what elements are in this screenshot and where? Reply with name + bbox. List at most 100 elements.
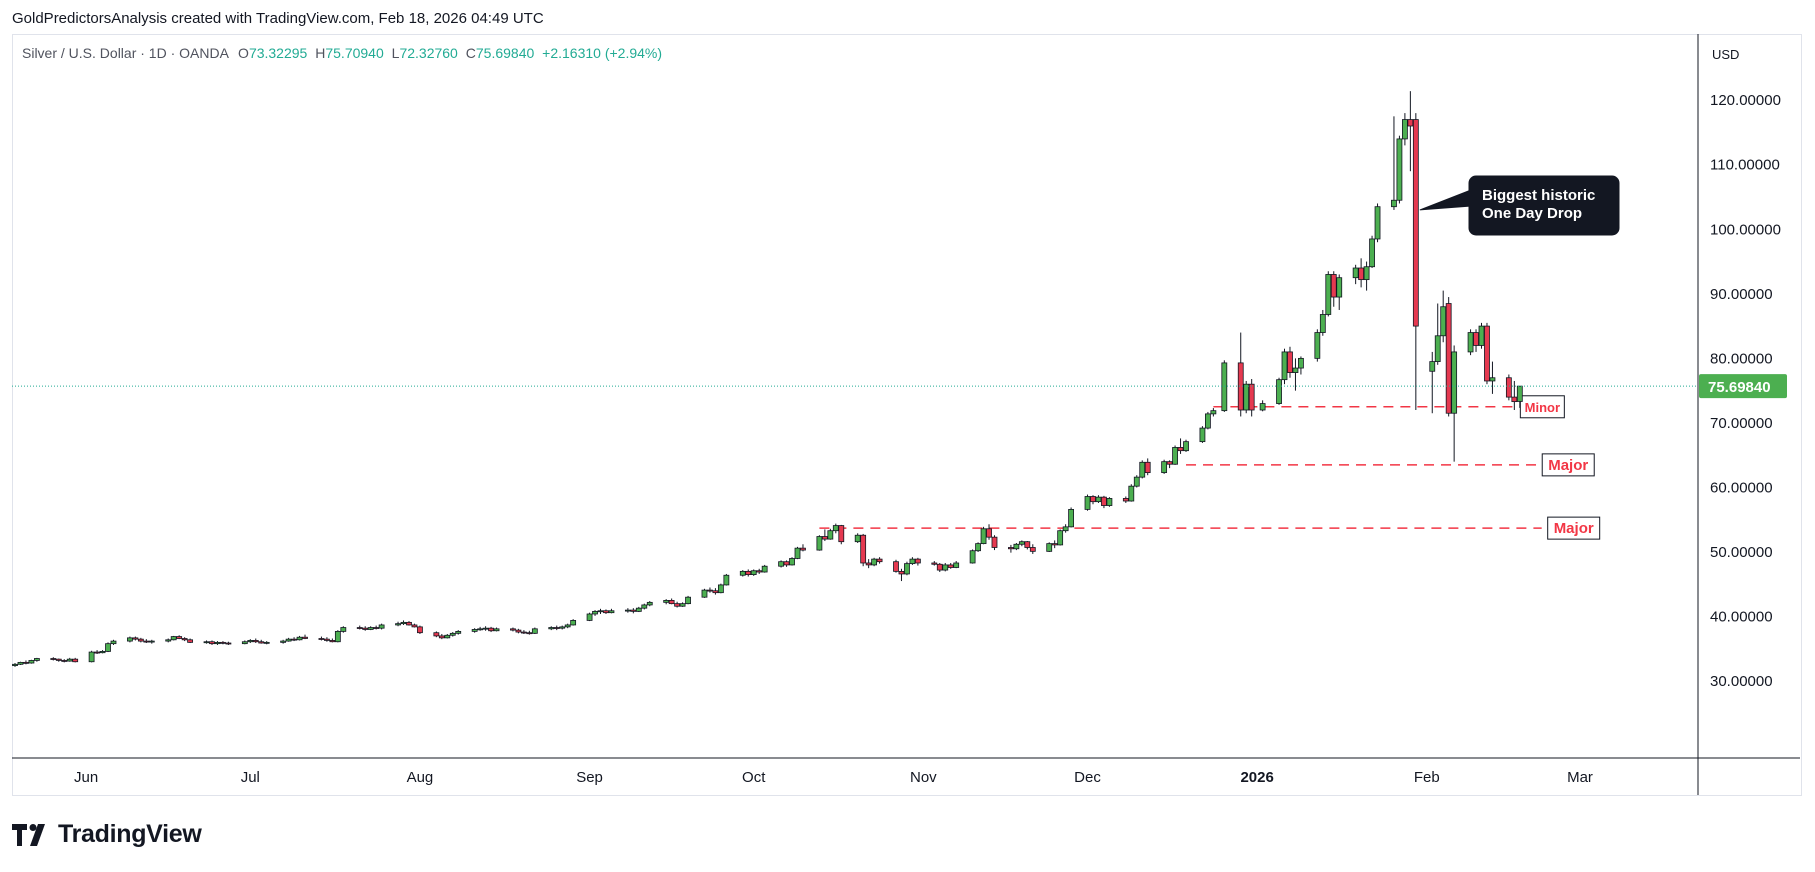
candle-body — [1205, 413, 1211, 429]
candle-up — [449, 632, 456, 637]
candle-body — [176, 636, 183, 639]
candle-body — [1095, 496, 1102, 503]
candle-body — [1128, 485, 1135, 502]
candle-body — [285, 638, 292, 642]
candle-up — [953, 561, 960, 569]
candle-up — [739, 570, 746, 577]
level-label: Major — [1548, 457, 1588, 474]
candle-body — [1024, 541, 1031, 548]
tradingview-logo[interactable]: TradingView — [12, 820, 202, 849]
candle-up — [296, 635, 303, 641]
candle-body — [1276, 379, 1282, 404]
x-tick-label: 2026 — [1240, 769, 1273, 786]
candle-body — [1325, 274, 1332, 315]
candle-body — [302, 636, 308, 639]
candle-body — [1352, 267, 1359, 279]
candle-body — [263, 641, 270, 644]
candle-up — [789, 557, 795, 566]
candle-body — [50, 658, 57, 660]
candle-up — [1440, 290, 1447, 343]
candle-up — [482, 626, 489, 631]
callout-box — [1468, 175, 1620, 236]
candle-up — [871, 557, 878, 567]
candle-up — [477, 626, 484, 631]
callout-pointer — [1419, 189, 1472, 211]
candle-up — [280, 639, 287, 644]
candle-body — [1051, 543, 1058, 546]
candle-up — [1336, 274, 1343, 310]
candle-body — [1062, 526, 1069, 532]
candle-body — [1259, 403, 1266, 411]
candle-up — [17, 661, 24, 665]
candle-down — [94, 650, 100, 654]
y-tick-label: 110.00000 — [1710, 157, 1780, 174]
candle-body — [1008, 547, 1014, 550]
candle-down — [707, 587, 713, 593]
candle-down — [220, 641, 226, 645]
last-price-tag — [1699, 374, 1787, 399]
candle-body — [324, 638, 330, 641]
candle-body — [99, 651, 106, 654]
y-tick-label: 100.00000 — [1710, 221, 1781, 238]
candle-body — [953, 562, 960, 568]
candle-down — [865, 559, 872, 569]
candle-body — [137, 638, 144, 642]
candle-up — [1210, 408, 1217, 417]
candle-body — [756, 570, 763, 573]
candle-body — [1298, 357, 1304, 369]
candle-up — [641, 603, 648, 610]
candle-down — [515, 628, 522, 634]
candle-up — [99, 650, 106, 654]
candle-up — [127, 636, 133, 643]
candle-up — [1018, 540, 1025, 547]
candle-body — [1505, 377, 1512, 398]
candle-body — [94, 651, 100, 654]
candle-down — [1505, 374, 1512, 401]
candle-up — [247, 639, 254, 644]
candle-up — [285, 637, 292, 642]
high-value: 75.70940 — [325, 45, 384, 61]
low-label: L — [391, 45, 400, 61]
candle-body — [1221, 362, 1228, 412]
candle-body — [712, 590, 719, 594]
candlestick-chart[interactable]: USD Minor Major Major 120.00000 110.00000 10… — [0, 0, 1815, 800]
candle-body — [1396, 138, 1403, 201]
level-label-box — [1541, 453, 1595, 477]
candle-body — [1484, 325, 1490, 382]
candle-body — [1106, 498, 1113, 506]
candle-body — [630, 609, 637, 612]
candle-body — [1172, 447, 1178, 465]
candle-body — [1407, 119, 1414, 127]
candle-body — [378, 624, 385, 629]
candle-down — [947, 562, 954, 569]
candle-down — [252, 638, 259, 644]
candle-down — [898, 568, 905, 582]
candle-body — [679, 603, 686, 607]
candle-body — [1314, 332, 1321, 359]
currency-label[interactable]: USD — [1712, 47, 1739, 62]
candle-body — [1084, 496, 1091, 510]
candle-up — [1095, 495, 1102, 503]
candle-down — [1412, 113, 1419, 411]
open-label: O — [238, 45, 249, 61]
candle-up — [1292, 358, 1299, 391]
candle-body — [471, 629, 478, 632]
candle-body — [433, 632, 440, 637]
candle-down — [838, 524, 845, 545]
candle-body — [871, 558, 878, 566]
candle-body — [520, 631, 527, 634]
candle-body — [356, 627, 363, 629]
candle-up — [1068, 507, 1075, 528]
candle-body — [1068, 509, 1075, 528]
symbol-label[interactable]: Silver / U.S. Dollar · 1D · OANDA — [22, 45, 229, 61]
candle-body — [592, 610, 598, 615]
level-label-box — [1519, 395, 1565, 419]
candle-body — [143, 640, 150, 643]
candle-body — [624, 609, 631, 612]
candle-up — [28, 659, 35, 664]
candle-body — [17, 661, 24, 665]
candle-body — [980, 528, 987, 545]
candle-up — [1516, 385, 1523, 408]
candle-body — [1445, 303, 1452, 414]
candle-body — [214, 641, 221, 645]
